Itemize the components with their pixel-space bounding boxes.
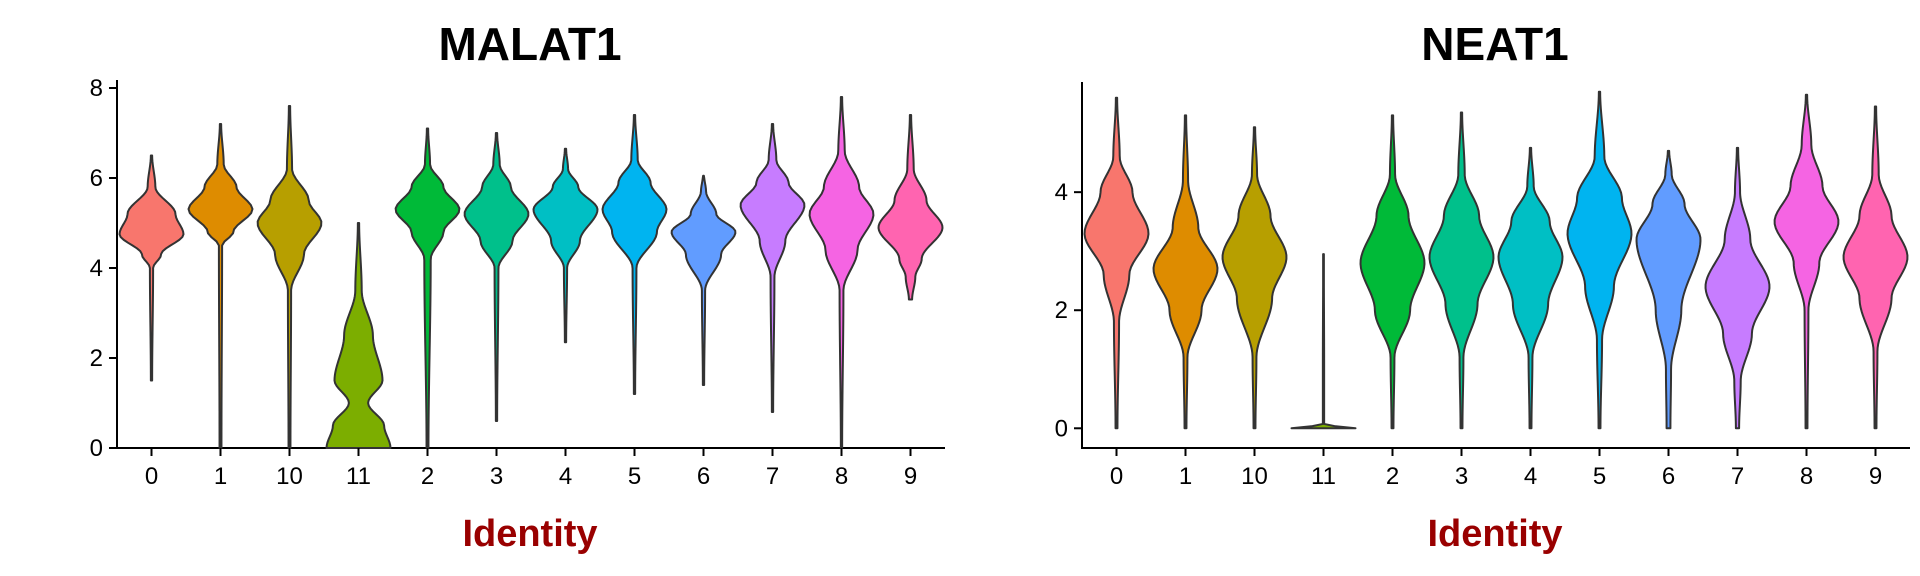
neat1-x-tick-label-0: 0 [1110, 463, 1123, 490]
malat1-violin-3 [463, 132, 530, 422]
malat1-panel: MALAT1 Identity 0 2 4 6 8 0 1 10 11 2 3 4 5 6 7 8 9 [90, 18, 945, 555]
malat1-violin-5 [601, 114, 668, 395]
neat1-title: NEAT1 [1421, 18, 1568, 70]
neat1-x-tick-label-3: 3 [1455, 463, 1468, 490]
malat1-x-tick-label-11: 11 [346, 463, 371, 490]
malat1-y-tick-label: 6 [90, 165, 103, 192]
neat1-violin-0 [1083, 96, 1150, 430]
neat1-x-tick-label-11: 11 [1311, 463, 1336, 490]
neat1-violin-11 [1290, 253, 1357, 430]
neat1-x-tick-label-1: 1 [1179, 463, 1192, 490]
malat1-y-tick-label: 4 [90, 255, 103, 282]
neat1-x-tick-label-2: 2 [1386, 463, 1399, 490]
malat1-x-tick-label-10: 10 [276, 463, 303, 490]
malat1-x-tick-label-5: 5 [628, 463, 641, 490]
malat1-violin-4 [532, 147, 599, 344]
malat1-violin-6 [670, 174, 737, 386]
neat1-violin-4 [1497, 146, 1564, 430]
malat1-x-tick-label-9: 9 [904, 463, 917, 490]
malat1-violin-0 [118, 154, 185, 382]
neat1-violin-3 [1428, 111, 1495, 430]
neat1-violin-2 [1359, 114, 1426, 430]
neat1-x-tick-label-7: 7 [1731, 463, 1744, 490]
malat1-title: MALAT1 [438, 18, 621, 70]
malat1-violin-9 [877, 114, 944, 301]
neat1-violin-5 [1566, 90, 1633, 430]
malat1-violin-10 [256, 105, 323, 449]
malat1-x-tick-label-2: 2 [421, 463, 434, 490]
neat1-y-tick-label: 4 [1055, 179, 1068, 206]
neat1-x-tick-label-5: 5 [1593, 463, 1606, 490]
malat1-x-tick-label-3: 3 [490, 463, 503, 490]
malat1-xlabel: Identity [462, 513, 597, 555]
neat1-x-tick-label-8: 8 [1800, 463, 1813, 490]
neat1-x-tick-label-6: 6 [1662, 463, 1675, 490]
malat1-x-tick-label-7: 7 [766, 463, 779, 490]
malat1-y-tick-label: 0 [90, 435, 103, 462]
neat1-x-tick-label-10: 10 [1241, 463, 1268, 490]
malat1-y-tick-label: 8 [90, 75, 103, 102]
malat1-x-tick-label-0: 0 [145, 463, 158, 490]
malat1-violin-1 [187, 123, 254, 449]
malat1-violin-7 [739, 123, 806, 413]
neat1-x-tick-label-9: 9 [1869, 463, 1882, 490]
malat1-x-tick-label-6: 6 [697, 463, 710, 490]
neat1-violin-10 [1221, 126, 1288, 430]
malat1-violin-2 [394, 127, 461, 449]
neat1-panel: NEAT1 Identity 0 2 4 0 1 10 11 2 3 4 5 6 7 8 9 [1055, 18, 1910, 555]
neat1-violin-7 [1704, 146, 1771, 430]
neat1-violin-9 [1842, 105, 1909, 430]
malat1-y-tick-label: 2 [90, 345, 103, 372]
neat1-violin-6 [1635, 149, 1702, 430]
neat1-y-tick-label: 2 [1055, 297, 1068, 324]
neat1-xlabel: Identity [1427, 513, 1562, 555]
neat1-violin-8 [1773, 93, 1840, 430]
malat1-violin-8 [808, 96, 875, 449]
neat1-violin-1 [1152, 114, 1219, 430]
malat1-violin-11 [325, 222, 392, 449]
malat1-x-tick-label-4: 4 [559, 463, 572, 490]
malat1-x-tick-label-8: 8 [835, 463, 848, 490]
malat1-x-tick-label-1: 1 [214, 463, 227, 490]
neat1-y-tick-label: 0 [1055, 415, 1068, 442]
neat1-x-tick-label-4: 4 [1524, 463, 1537, 490]
